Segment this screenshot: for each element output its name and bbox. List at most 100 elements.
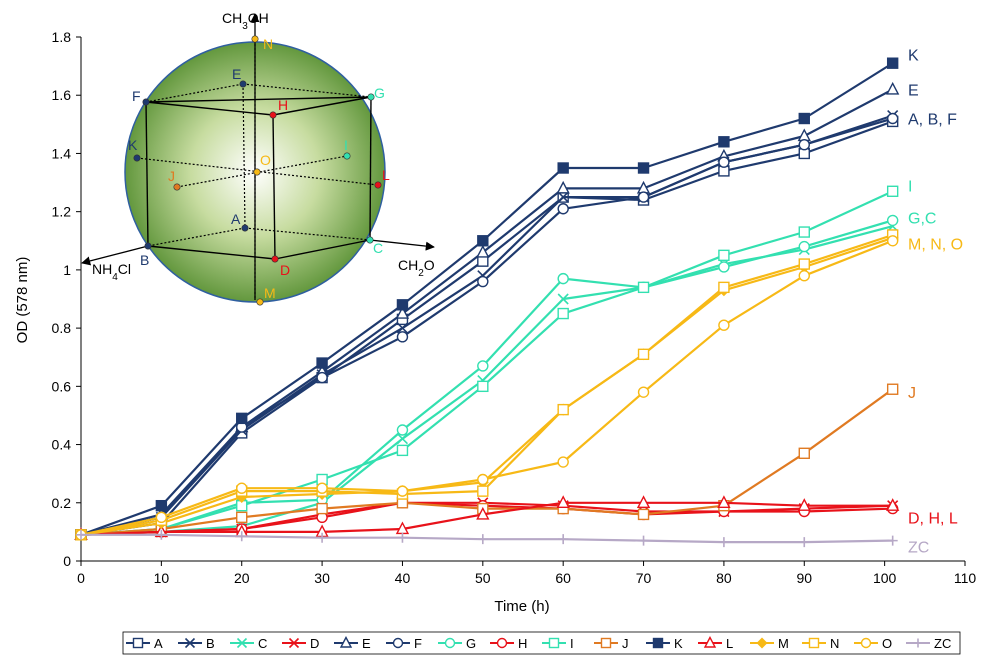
legend-label: G — [466, 636, 476, 651]
legend-label: J — [622, 636, 629, 651]
y-tick-label: 1.8 — [52, 29, 72, 45]
legend-label: N — [830, 636, 839, 651]
cube-edge-hidden — [242, 83, 246, 229]
end-label: D, H, L — [908, 510, 958, 527]
data-point — [637, 508, 650, 521]
legend-marker — [496, 637, 508, 649]
legend-item-k: K — [646, 636, 683, 651]
end-labels: K E A, B, F I G,C M, N, O J D, H, L ZC — [908, 47, 963, 556]
legend-label: I — [570, 636, 574, 651]
data-point — [798, 139, 810, 151]
data-point — [799, 537, 810, 548]
data-point — [155, 499, 168, 512]
data-point — [798, 447, 810, 459]
axis-titles: Time (h) OD (578 nm) — [14, 257, 550, 615]
data-point — [155, 511, 168, 524]
legend-label: H — [518, 636, 527, 651]
cube-edge — [274, 239, 371, 260]
legend-marker — [808, 637, 820, 649]
data-point — [717, 495, 731, 508]
cube-edge — [145, 101, 149, 247]
legend-item-i: I — [542, 636, 574, 651]
data-point — [798, 258, 810, 270]
legend-item-c: C — [230, 636, 267, 651]
inset-point-label: L — [382, 167, 390, 183]
data-point — [477, 380, 489, 393]
inset-point — [256, 298, 264, 306]
y-tick-label: 0.8 — [52, 320, 72, 336]
legend-item-h: H — [490, 636, 527, 651]
data-point — [316, 502, 328, 515]
inset-point — [367, 93, 375, 101]
legend-label: L — [726, 636, 733, 651]
inset-point-label: J — [168, 168, 175, 184]
legend-label: B — [206, 636, 215, 651]
cube-edge-hidden — [145, 83, 244, 103]
cube-edge-hidden — [244, 227, 371, 241]
x-tick-label: 60 — [555, 570, 571, 586]
inset-point — [271, 255, 279, 263]
y-tick-label: 1.2 — [52, 204, 72, 220]
end-label: E — [908, 82, 919, 99]
chem-part: Cl — [118, 261, 131, 277]
end-label: A, B, F — [908, 112, 957, 129]
data-point — [798, 270, 810, 282]
legend-label: E — [362, 636, 371, 651]
legend-item-e: E — [334, 635, 371, 651]
data-point — [477, 485, 489, 497]
chem-part: CH — [398, 257, 418, 273]
legend-marker — [860, 637, 872, 649]
data-point — [637, 162, 650, 174]
data-point — [557, 272, 569, 285]
data-point — [236, 511, 248, 524]
data-point — [637, 386, 650, 398]
series-zc — [76, 529, 898, 548]
legend-label: M — [778, 636, 789, 651]
cube-edge — [147, 245, 276, 260]
data-point — [886, 235, 899, 247]
legend-item-f: F — [386, 636, 422, 651]
legend-item-m: M — [750, 636, 789, 651]
inset-point-label: A — [231, 211, 241, 227]
inset-axis-top-label: CH3OH — [222, 10, 269, 32]
x-tick-label: 100 — [873, 570, 897, 586]
legend-marker — [339, 635, 353, 648]
y-tick-label: 1.4 — [52, 145, 72, 161]
data-point — [477, 473, 489, 486]
data-point — [236, 412, 248, 425]
inset-point-label: K — [128, 137, 138, 153]
data-point — [718, 261, 730, 273]
legend-item-j: J — [594, 636, 629, 651]
legend-item-o: O — [854, 636, 892, 651]
x-tick-label: 10 — [154, 570, 170, 586]
data-point — [718, 136, 730, 148]
inset-point-label: E — [232, 66, 241, 82]
data-point — [477, 534, 488, 545]
data-point — [477, 255, 489, 267]
data-point — [718, 537, 729, 548]
data-point — [396, 322, 409, 334]
data-point — [236, 531, 247, 542]
data-point — [798, 112, 810, 125]
legend-item-a: A — [126, 636, 163, 651]
end-label: M, N, O — [908, 237, 963, 254]
inset-point — [374, 181, 382, 189]
y-tick-label: 0.2 — [52, 495, 72, 511]
data-point — [395, 306, 410, 319]
chem-part: NH — [92, 261, 112, 277]
data-point — [886, 81, 900, 95]
inset-point-label: B — [140, 252, 149, 268]
inset-point-label: M — [264, 285, 276, 301]
inset-axis-right-label: CH2O — [398, 257, 435, 279]
legend-marker — [392, 637, 404, 649]
axis-nh4cl-arrow — [81, 245, 149, 266]
inset-point-label: N — [263, 36, 273, 52]
data-point — [637, 191, 650, 203]
cube-edge-hidden — [242, 83, 372, 98]
data-point — [718, 319, 730, 331]
data-point — [637, 348, 650, 361]
inset-point-label: O — [260, 152, 271, 168]
legend-marker — [756, 637, 768, 649]
data-point — [886, 112, 899, 125]
